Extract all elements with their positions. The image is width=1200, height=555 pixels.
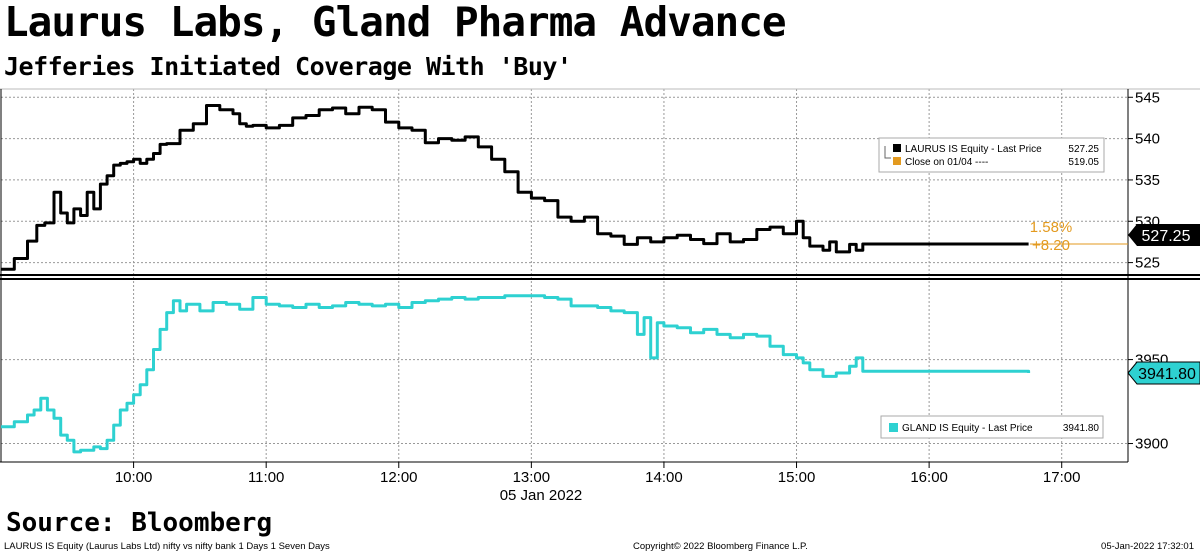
x-tick-label: 12:00 — [380, 469, 418, 486]
x-tick-label: 11:00 — [248, 469, 284, 486]
y-tick-label: 535 — [1135, 172, 1160, 189]
x-tick-label: 16:00 — [910, 469, 948, 486]
x-tick-label: 10:00 — [115, 469, 153, 486]
x-tick-label: 13:00 — [513, 469, 551, 486]
gland-last-price-tag: 3941.80 — [1127, 361, 1200, 385]
change-abs-label: +8.20 — [1032, 237, 1070, 254]
date-label: 05 Jan 2022 — [500, 487, 583, 504]
legend-connector-icon — [884, 146, 891, 159]
y-tick-label: 3900 — [1135, 436, 1168, 453]
y-tick-label: 540 — [1135, 131, 1160, 148]
gland-legend-value: 3941.80 — [1063, 423, 1100, 434]
x-tick-label: 15:00 — [778, 469, 816, 486]
gland-price-line — [1, 294, 1031, 454]
y-tick-label: 545 — [1135, 89, 1160, 106]
laurus-tag-value: 527.25 — [1142, 228, 1191, 245]
laurus-last-price-tag: 527.25 — [1128, 224, 1200, 246]
footer-timestamp: 05-Jan-2022 17:32:01 — [1101, 541, 1194, 552]
laurus-legend: LAURUS IS Equity - Last Price 527.25 Clo… — [878, 137, 1105, 173]
x-tick-label: 14:00 — [645, 469, 683, 486]
subheadline: Jefferies Initiated Coverage With 'Buy' — [4, 52, 572, 81]
laurus-legend-swatch — [893, 144, 901, 152]
laurus-legend-label: LAURUS IS Equity - Last Price — [905, 144, 1042, 155]
footer-copyright: Copyright© 2022 Bloomberg Finance L.P. — [633, 541, 808, 552]
close-legend-value: 519.05 — [1068, 157, 1099, 168]
y-tick-label: 525 — [1135, 255, 1160, 272]
gland-tag-value: 3941.80 — [1138, 366, 1196, 383]
gland-tag-shape — [1127, 361, 1200, 385]
gland-legend-box — [880, 415, 1104, 439]
source-label: Source: Bloomberg — [6, 508, 273, 538]
close-legend-label: Close on 01/04 ---- — [905, 157, 988, 168]
laurus-legend-box — [878, 137, 1105, 173]
footer-security-description: LAURUS IS Equity (Laurus Labs Ltd) nifty… — [4, 541, 330, 552]
x-tick-label: 17:00 — [1043, 469, 1081, 486]
gland-legend: GLAND IS Equity - Last Price 3941.80 — [880, 415, 1104, 439]
change-percent-label: 1.58% — [1030, 219, 1073, 236]
headline: Laurus Labs, Gland Pharma Advance — [4, 0, 787, 46]
laurus-legend-value: 527.25 — [1068, 144, 1099, 155]
laurus-tag-shape — [1128, 224, 1200, 246]
gland-legend-label: GLAND IS Equity - Last Price — [902, 423, 1033, 434]
laurus-price-line — [1, 104, 1029, 271]
gland-legend-swatch — [889, 423, 898, 432]
x-axis-ticks: 10:00 11:00 12:00 13:00 14:00 15:00 16:00 17:00 — [115, 462, 1081, 486]
close-legend-swatch — [893, 157, 901, 165]
